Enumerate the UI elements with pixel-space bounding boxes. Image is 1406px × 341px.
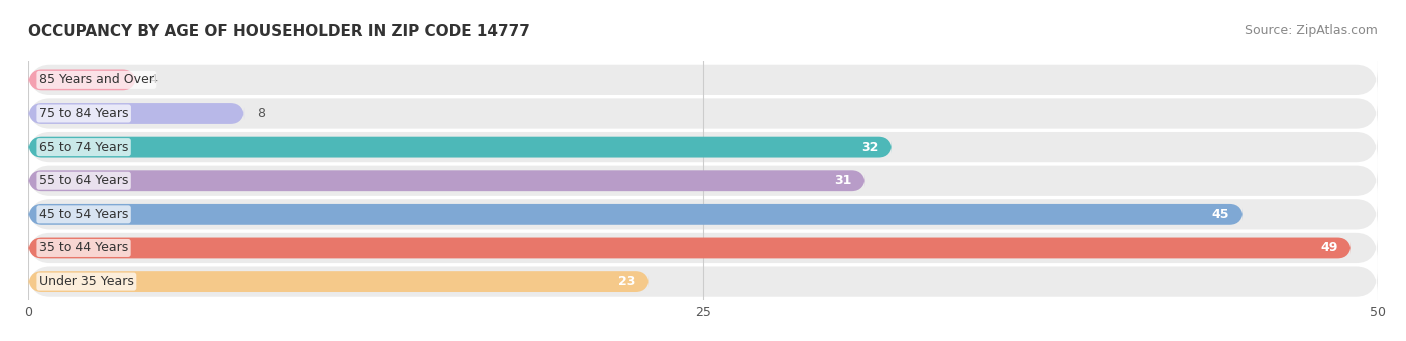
- Text: 49: 49: [1320, 241, 1337, 254]
- Text: 23: 23: [619, 275, 636, 288]
- Text: 32: 32: [860, 140, 879, 153]
- FancyBboxPatch shape: [28, 65, 1378, 95]
- FancyBboxPatch shape: [28, 233, 1378, 263]
- FancyBboxPatch shape: [28, 170, 865, 191]
- FancyBboxPatch shape: [28, 98, 1378, 129]
- Text: 35 to 44 Years: 35 to 44 Years: [39, 241, 128, 254]
- FancyBboxPatch shape: [28, 266, 1378, 297]
- Text: 85 Years and Over: 85 Years and Over: [39, 73, 153, 86]
- Text: 45 to 54 Years: 45 to 54 Years: [39, 208, 128, 221]
- FancyBboxPatch shape: [28, 238, 1351, 258]
- FancyBboxPatch shape: [28, 199, 1378, 229]
- Text: 8: 8: [257, 107, 266, 120]
- FancyBboxPatch shape: [28, 103, 245, 124]
- FancyBboxPatch shape: [28, 271, 650, 292]
- Text: Source: ZipAtlas.com: Source: ZipAtlas.com: [1244, 24, 1378, 37]
- Text: 65 to 74 Years: 65 to 74 Years: [39, 140, 128, 153]
- FancyBboxPatch shape: [28, 166, 1378, 196]
- Text: 75 to 84 Years: 75 to 84 Years: [39, 107, 128, 120]
- FancyBboxPatch shape: [28, 137, 891, 158]
- FancyBboxPatch shape: [28, 132, 1378, 162]
- FancyBboxPatch shape: [28, 70, 136, 90]
- Text: 4: 4: [149, 73, 157, 86]
- Text: 31: 31: [834, 174, 852, 187]
- Text: 55 to 64 Years: 55 to 64 Years: [39, 174, 128, 187]
- Text: 45: 45: [1212, 208, 1229, 221]
- FancyBboxPatch shape: [28, 204, 1243, 225]
- Text: Under 35 Years: Under 35 Years: [39, 275, 134, 288]
- Text: OCCUPANCY BY AGE OF HOUSEHOLDER IN ZIP CODE 14777: OCCUPANCY BY AGE OF HOUSEHOLDER IN ZIP C…: [28, 24, 530, 39]
